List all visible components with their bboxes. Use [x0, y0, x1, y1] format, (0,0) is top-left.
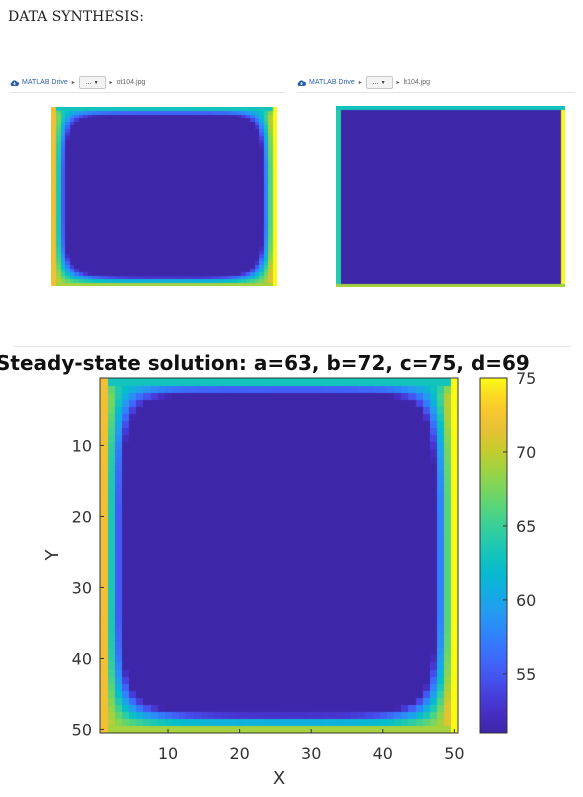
y-tick-label: 10	[72, 436, 92, 455]
breadcrumb-menu-button[interactable]: ... ▼	[366, 76, 393, 89]
x-tick-label: 20	[229, 744, 249, 763]
thumbnail-image	[51, 107, 277, 286]
divider	[10, 92, 285, 93]
x-tick-label: 50	[444, 744, 464, 763]
y-tick-label: 20	[72, 507, 92, 526]
colorbar-tick-label: 60	[516, 591, 536, 610]
colorbar	[480, 378, 507, 733]
breadcrumb: MATLAB Drive ▸ ... ▼ ▸ ot104.jpg	[10, 74, 285, 91]
y-axis-label: Y	[42, 549, 63, 562]
colorbar-tick-label: 65	[516, 517, 536, 536]
breadcrumb-filename: lt104.jpg	[404, 79, 430, 86]
x-tick-label: 40	[373, 744, 393, 763]
chart-title: Steady-state solution: a=63, b=72, c=75,…	[0, 350, 583, 376]
thumbnail-panel-left: MATLAB Drive ▸ ... ▼ ▸ ot104.jpg	[10, 74, 285, 294]
caret-down-icon: ▼	[94, 80, 99, 86]
breadcrumb-filename: ot104.jpg	[117, 79, 146, 86]
chevron-right-icon: ▸	[359, 79, 362, 86]
y-tick-label: 40	[72, 649, 92, 668]
x-axis-label: X	[273, 768, 285, 789]
cloud-icon	[297, 80, 306, 86]
divider	[14, 346, 570, 347]
x-tick-label: 10	[158, 744, 178, 763]
x-tick-label: 30	[301, 744, 321, 763]
divider	[297, 92, 575, 93]
thumbnail-panel-right: MATLAB Drive ▸ ... ▼ ▸ lt104.jpg	[297, 74, 575, 294]
section-heading: DATA SYNTHESIS:	[8, 9, 144, 25]
y-tick-label: 50	[72, 720, 92, 739]
chevron-right-icon: ▸	[110, 79, 113, 86]
chevron-right-icon: ▸	[397, 79, 400, 86]
y-tick-label: 30	[72, 578, 92, 597]
colorbar-tick-label: 55	[516, 665, 536, 684]
thumbnail-image	[336, 106, 565, 287]
breadcrumb: MATLAB Drive ▸ ... ▼ ▸ lt104.jpg	[297, 74, 575, 91]
colorbar-tick-label: 70	[516, 443, 536, 462]
breadcrumb-root-link[interactable]: MATLAB Drive	[309, 79, 355, 86]
breadcrumb-menu-button[interactable]: ... ▼	[79, 76, 106, 89]
cloud-icon	[10, 80, 19, 86]
caret-down-icon: ▼	[381, 80, 386, 86]
plot-frame	[100, 378, 458, 733]
breadcrumb-root-link[interactable]: MATLAB Drive	[22, 79, 68, 86]
chevron-right-icon: ▸	[72, 79, 75, 86]
